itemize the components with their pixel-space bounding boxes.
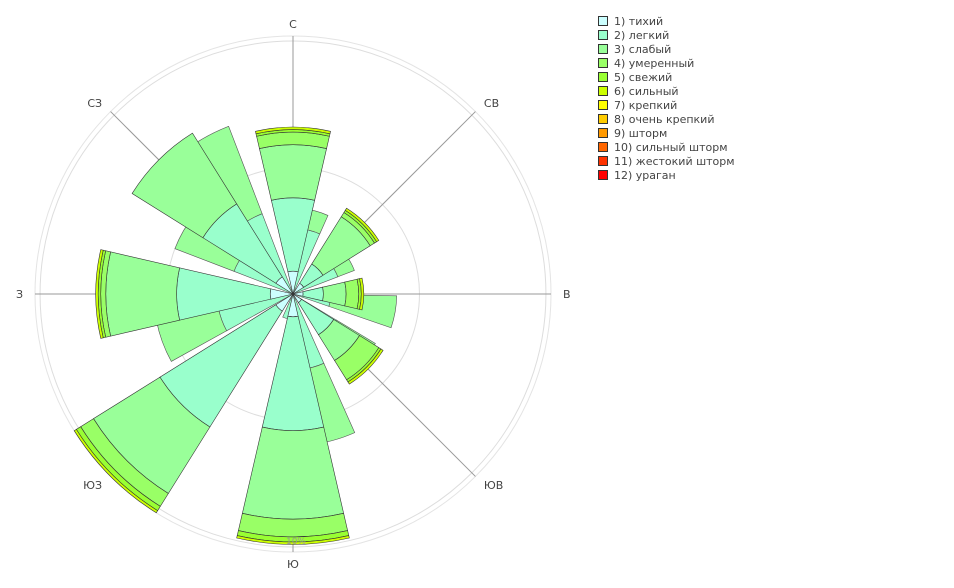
legend-swatch — [598, 142, 608, 152]
legend-item[interactable]: 10) сильный шторм — [598, 140, 735, 154]
legend-label: 8) очень крепкий — [614, 112, 715, 126]
legend-item[interactable]: 2) легкий — [598, 28, 735, 42]
legend-label: 3) слабый — [614, 42, 672, 56]
legend-item[interactable]: 3) слабый — [598, 42, 735, 56]
legend-item[interactable]: 4) умеренный — [598, 56, 735, 70]
legend-swatch — [598, 114, 608, 124]
legend-item[interactable]: 5) свежий — [598, 70, 735, 84]
legend-item[interactable]: 11) жестокий шторм — [598, 154, 735, 168]
legend-swatch — [598, 44, 608, 54]
legend-swatch — [598, 86, 608, 96]
legend-item[interactable]: 12) ураган — [598, 168, 735, 182]
legend-item[interactable]: 8) очень крепкий — [598, 112, 735, 126]
petal-2-3 — [344, 278, 359, 310]
legend-label: 11) жестокий шторм — [614, 154, 735, 168]
direction-label-7: СЗ — [87, 97, 102, 110]
legend-swatch — [598, 170, 608, 180]
direction-label-0: С — [289, 18, 297, 31]
legend-swatch — [598, 16, 608, 26]
direction-label-5: ЮЗ — [83, 479, 102, 492]
legend-label: 12) ураган — [614, 168, 676, 182]
petal-5-5 — [73, 428, 159, 514]
legend-label: 9) шторм — [614, 126, 668, 140]
petal-1-5 — [344, 207, 380, 243]
legend-item[interactable]: 6) сильный — [598, 84, 735, 98]
legend-swatch — [598, 30, 608, 40]
petal-0-5 — [255, 126, 331, 135]
petal-0-2 — [259, 144, 327, 201]
radial-tick-label: 10% — [286, 537, 306, 547]
direction-label-4: Ю — [287, 558, 299, 571]
legend-item[interactable]: 1) тихий — [598, 14, 735, 28]
legend-swatch — [598, 128, 608, 138]
petal-6-5 — [95, 249, 104, 339]
legend-swatch — [598, 156, 608, 166]
legend-item[interactable]: 7) крепкий — [598, 98, 735, 112]
legend-swatch — [598, 72, 608, 82]
petal-4-5 — [236, 535, 350, 545]
petal-3-5 — [347, 348, 384, 385]
petal-7-2 — [131, 132, 238, 239]
direction-label-2: В — [563, 288, 571, 301]
direction-label-1: СВ — [484, 97, 499, 110]
legend-label: 10) сильный шторм — [614, 140, 728, 154]
legend-label: 7) крепкий — [614, 98, 678, 112]
legend-label: 2) легкий — [614, 28, 670, 42]
legend-label: 1) тихий — [614, 14, 664, 28]
direction-label-6: З — [16, 288, 23, 301]
petal-2-5 — [359, 277, 365, 311]
legend-label: 5) свежий — [614, 70, 673, 84]
legend-label: 6) сильный — [614, 84, 679, 98]
legend-item[interactable]: 9) шторм — [598, 126, 735, 140]
legend-swatch — [598, 100, 608, 110]
legend-label: 4) умеренный — [614, 56, 695, 70]
direction-label-3: ЮВ — [484, 479, 503, 492]
legend-swatch — [598, 58, 608, 68]
legend: 1) тихий 2) легкий 3) слабый 4) умеренный 5)… — [598, 14, 735, 182]
